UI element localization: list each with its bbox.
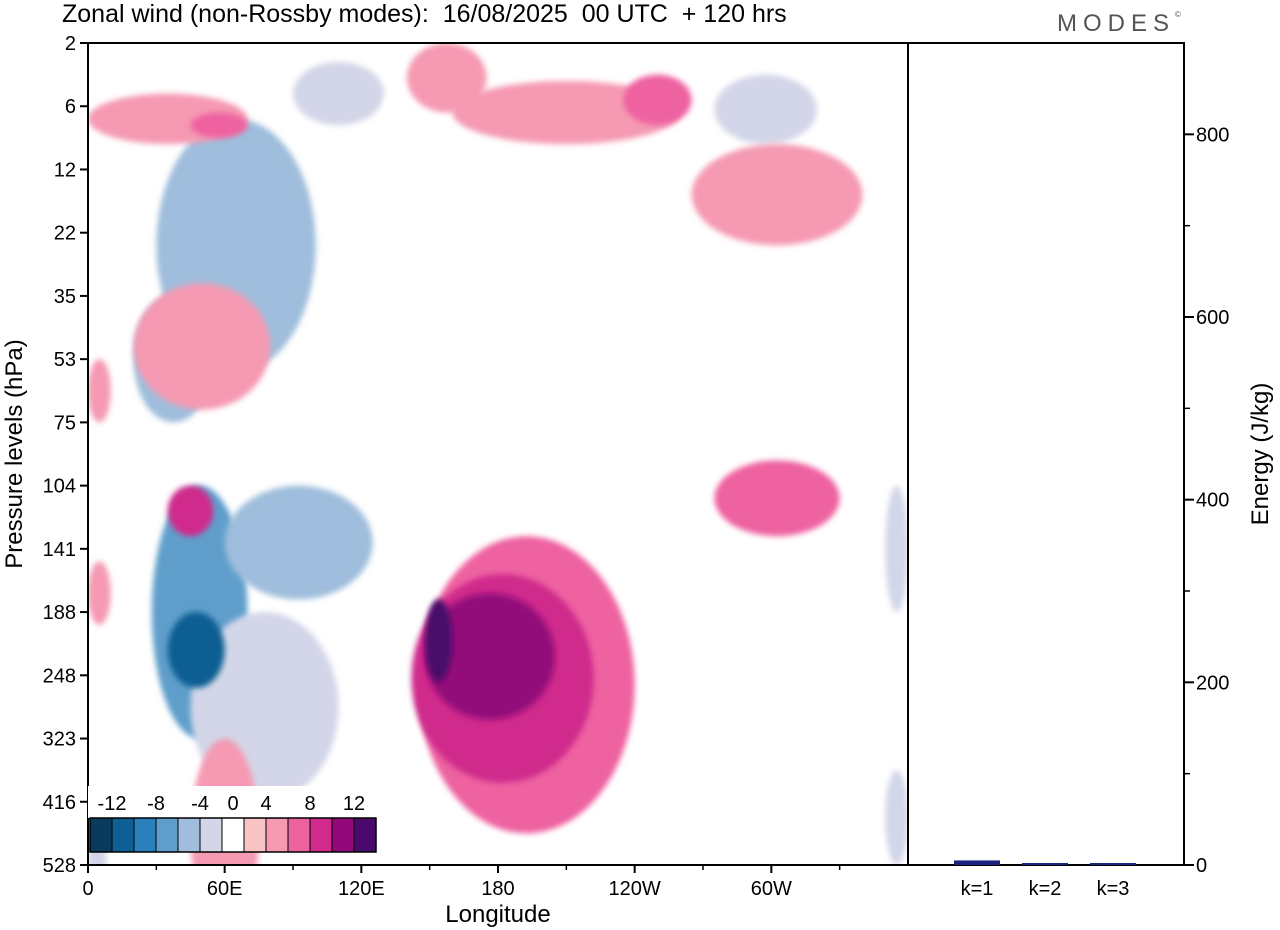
energy-bar-k=3 — [1090, 863, 1136, 865]
wind-region-2 — [293, 61, 385, 126]
y-tick-label: 22 — [54, 223, 76, 245]
colorbar-label: -8 — [147, 793, 165, 815]
heatmap-regions — [88, 43, 908, 865]
y-tick-label: 323 — [43, 729, 76, 751]
colorbar-swatch — [265, 817, 289, 853]
colorbar-label-backdrop — [88, 786, 383, 818]
y-tick-label: 75 — [54, 412, 76, 434]
wind-region-26 — [190, 112, 248, 138]
y-tick-label: 416 — [43, 792, 76, 814]
y-tick-label: 12 — [54, 159, 76, 181]
y-axis-title: Pressure levels (hPa) — [1, 339, 28, 568]
colorbar-swatch — [89, 817, 113, 853]
y-tick-label: 188 — [43, 602, 76, 624]
colorbar: -12 -8 -4 0 4 8 12 — [88, 786, 383, 853]
bar-marks — [954, 860, 1136, 865]
bar-x-tick-label: k=2 — [1029, 878, 1062, 900]
colorbar-label: 8 — [304, 793, 315, 815]
wind-region-11 — [885, 485, 908, 613]
y-tick-label: 141 — [43, 539, 76, 561]
colorbar-label: 0 — [227, 793, 238, 815]
bar-y-tick-label: 600 — [1196, 307, 1229, 329]
wind-region-28 — [88, 561, 111, 625]
energy-bar-chart: 0 200 400 600 800 k=1 k=2 k=3 Energy (J/kg) — [907, 42, 1274, 900]
wind-region-12 — [885, 770, 908, 865]
colorbar-frame — [89, 817, 377, 853]
wind-region-21 — [623, 74, 692, 126]
wind-region-17 — [425, 599, 453, 682]
y-tick-label: 35 — [54, 286, 76, 308]
chart-title: Zonal wind (non-Rossby modes): 16/08/202… — [62, 0, 787, 28]
x-axis-title: Longitude — [445, 901, 550, 928]
wind-region-13 — [771, 295, 886, 423]
y-tick-label: 104 — [43, 476, 76, 498]
bar-x-axis: k=1 k=2 k=3 — [961, 878, 1130, 900]
bar-panel-frame — [907, 42, 1185, 866]
wind-region-18 — [133, 283, 271, 410]
colorbar-label: -12 — [98, 793, 127, 815]
y-tick-label: 248 — [43, 665, 76, 687]
colorbar-swatch — [243, 817, 267, 853]
bar-x-tick-label: k=3 — [1097, 878, 1130, 900]
wind-region-16 — [425, 593, 555, 720]
colorbar-swatch — [221, 817, 245, 853]
wind-region-8 — [167, 612, 225, 688]
wind-region-19 — [167, 485, 214, 537]
wind-region-9 — [714, 74, 817, 145]
bar-x-tick-label: k=1 — [961, 878, 994, 900]
bar-y-tick-label: 800 — [1196, 124, 1229, 146]
x-tick-label: 120E — [338, 878, 385, 900]
bar-y-tick-label: 200 — [1196, 672, 1229, 694]
colorbar-swatch — [177, 817, 201, 853]
wind-region-1 — [122, 55, 271, 107]
modes-logo: MODES© — [1057, 10, 1181, 38]
energy-bar-k=2 — [1022, 863, 1068, 865]
x-tick-label: 180 — [481, 878, 514, 900]
x-tick-label: 60E — [207, 878, 243, 900]
logo-mark: © — [1175, 10, 1181, 19]
bar-y-tick-label: 0 — [1196, 855, 1207, 877]
colorbar-swatch — [133, 817, 157, 853]
wind-region-22 — [691, 144, 863, 246]
bar-y-tick-label: 400 — [1196, 490, 1229, 512]
colorbar-label: 4 — [260, 793, 271, 815]
y-tick-label: 53 — [54, 349, 76, 371]
y-tick-label: 6 — [65, 96, 76, 118]
wind-region-29 — [88, 359, 111, 423]
bar-y-axis-title: Energy (J/kg) — [1247, 383, 1274, 526]
wind-region-24 — [406, 43, 487, 113]
x-tick-label: 120W — [609, 878, 661, 900]
colorbar-swatch — [111, 817, 135, 853]
colorbar-label: 12 — [343, 793, 365, 815]
colorbar-swatch — [309, 817, 333, 853]
colorbar-swatch — [155, 817, 179, 853]
colorbar-label: -4 — [191, 793, 209, 815]
colorbar-swatch — [353, 817, 377, 853]
y-tick-label: 528 — [43, 855, 76, 877]
x-axis: 0 60E 120E 180 120W 60W — [82, 865, 841, 900]
colorbar-swatch — [199, 817, 223, 853]
x-tick-label: 0 — [82, 878, 93, 900]
wind-region-23 — [714, 460, 840, 537]
energy-bar-k=1 — [954, 860, 1000, 865]
wind-region-6 — [224, 485, 373, 600]
bar-y-axis: 0 200 400 600 800 — [1184, 124, 1229, 877]
y-axis: 2 6 12 22 35 53 75 104 141 188 248 323 416 528 — [43, 33, 88, 877]
wind-region-20 — [452, 80, 681, 145]
y-tick-label: 2 — [65, 33, 76, 55]
colorbar-swatch — [287, 817, 311, 853]
colorbar-swatch — [331, 817, 355, 853]
x-tick-label: 60W — [751, 878, 792, 900]
logo-text: MODES — [1057, 10, 1176, 37]
